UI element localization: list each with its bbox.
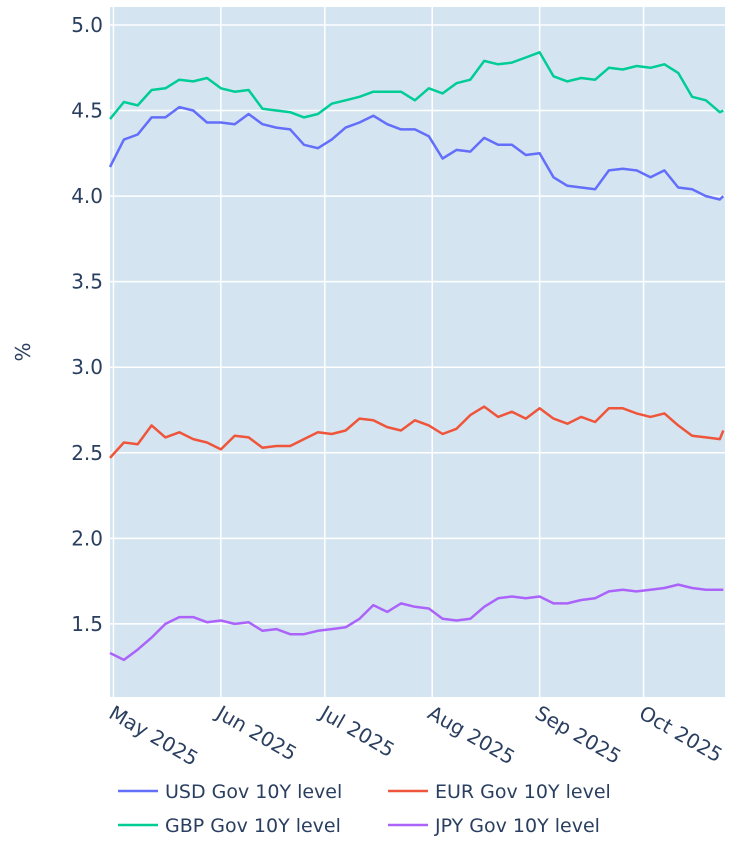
x-tick-label: Jun 2025 (211, 700, 301, 766)
x-tick-label: Jul 2025 (315, 700, 399, 762)
y-tick-label: 2.5 (71, 441, 103, 465)
legend-item: GBP Gov 10Y level (118, 815, 341, 837)
legend-label: JPY Gov 10Y level (434, 815, 600, 837)
y-tick-label: 3.5 (71, 270, 103, 294)
legend-label: USD Gov 10Y level (165, 781, 342, 803)
y-tick-label: 2.0 (71, 526, 103, 550)
y-tick-label: 4.0 (71, 184, 103, 208)
eur-gov-10y-level-line (109, 405, 725, 459)
x-tick-label: Oct 2025 (635, 701, 727, 768)
legend-label: GBP Gov 10Y level (165, 815, 341, 837)
x-tick-label: Sep 2025 (531, 701, 625, 769)
legend-item: JPY Gov 10Y level (388, 815, 600, 837)
y-axis-ticks: 1.5 2.0 2.5 3.0 3.5 4.0 4.5 5.0 (71, 13, 103, 636)
usd-gov-10y-level-line (108, 105, 725, 201)
y-tick-label: 3.0 (71, 355, 103, 379)
x-tick-label: Aug 2025 (424, 701, 519, 770)
legend: USD Gov 10Y level EUR Gov 10Y level GBP Go… (118, 781, 611, 837)
y-axis-label: % (11, 342, 35, 361)
gridlines (110, 7, 725, 697)
y-tick-label: 5.0 (71, 13, 103, 37)
x-tick-label: May 2025 (105, 701, 202, 771)
y-tick-label: 1.5 (71, 612, 103, 636)
jpy-gov-10y-level-line (109, 583, 724, 662)
x-axis-ticks: May 2025 Jun 2025 Jul 2025 Aug 2025 Sep 2025… (105, 700, 727, 771)
legend-label: EUR Gov 10Y level (435, 781, 611, 803)
y-tick-label: 4.5 (71, 99, 103, 123)
legend-item: USD Gov 10Y level (118, 781, 342, 803)
series-lines (108, 51, 725, 662)
gbp-gov-10y-level-line (109, 51, 724, 120)
legend-item: EUR Gov 10Y level (388, 781, 611, 803)
